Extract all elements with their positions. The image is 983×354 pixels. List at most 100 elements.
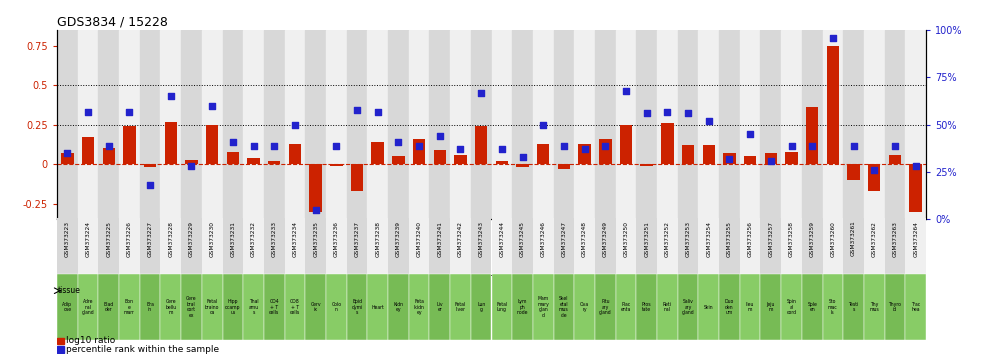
Point (556, 143, 572, 148)
Text: Sto
mac
ls: Sto mac ls (828, 299, 838, 315)
Point (349, 107, 365, 113)
Bar (533, 218, 553, 276)
Bar (102, 148, 115, 164)
Point (722, 156, 737, 162)
Text: Adip
ose: Adip ose (62, 302, 73, 313)
Bar (450, 30, 471, 219)
Bar (471, 30, 492, 219)
Bar (802, 30, 823, 219)
Point (60, 150, 76, 156)
Bar (516, 164, 529, 167)
Bar (698, 218, 720, 276)
Bar (57, 30, 78, 219)
Text: GSM373237: GSM373237 (355, 221, 360, 257)
Bar (330, 164, 342, 166)
Bar (268, 161, 280, 164)
Bar (823, 218, 843, 276)
Bar (243, 274, 263, 340)
Bar (285, 218, 306, 276)
Bar (885, 218, 905, 276)
Bar (388, 30, 409, 219)
Bar (843, 30, 864, 219)
Text: GSM373255: GSM373255 (727, 221, 732, 257)
Text: GSM373231: GSM373231 (230, 221, 235, 257)
Bar (657, 274, 677, 340)
Text: GSM373249: GSM373249 (603, 221, 607, 257)
Bar (140, 218, 160, 276)
Text: GSM373253: GSM373253 (685, 221, 690, 257)
Bar (537, 144, 549, 164)
Text: GSM373225: GSM373225 (106, 221, 111, 257)
Bar (781, 274, 802, 340)
Bar (263, 30, 285, 219)
Bar (202, 30, 222, 219)
Bar (636, 218, 657, 276)
Point (783, 143, 799, 148)
Bar (326, 274, 347, 340)
Bar (409, 30, 430, 219)
Text: GSM373259: GSM373259 (810, 221, 815, 257)
Point (742, 131, 758, 137)
Text: Pitu
ary
gland: Pitu ary gland (599, 299, 611, 315)
Point (225, 139, 241, 145)
Bar (263, 274, 285, 340)
Point (680, 110, 696, 116)
Text: GSM373248: GSM373248 (582, 221, 587, 257)
Text: GSM373250: GSM373250 (623, 221, 628, 257)
Bar (140, 274, 160, 340)
Bar (123, 126, 136, 164)
Bar (78, 274, 98, 340)
Point (328, 143, 344, 148)
Text: GSM373239: GSM373239 (396, 221, 401, 257)
Text: Blad
der: Blad der (103, 302, 114, 313)
Bar (160, 274, 181, 340)
Bar (57, 346, 64, 353)
Point (432, 133, 447, 139)
Bar (703, 145, 715, 164)
Bar (868, 164, 881, 191)
Text: GSM373256: GSM373256 (748, 221, 753, 257)
Bar (368, 218, 388, 276)
Bar (243, 218, 263, 276)
Text: Cerv
ix: Cerv ix (311, 302, 320, 313)
Bar (574, 274, 595, 340)
Bar (222, 218, 243, 276)
Text: GSM373223: GSM373223 (65, 221, 70, 257)
Text: GSM373228: GSM373228 (168, 221, 173, 257)
Text: CD8
+ T
cells: CD8 + T cells (290, 299, 300, 315)
Text: GSM373246: GSM373246 (541, 221, 546, 257)
Bar (160, 218, 181, 276)
Text: Fetal
lung: Fetal lung (496, 302, 507, 313)
Bar (806, 107, 819, 164)
Text: GSM373227: GSM373227 (147, 221, 152, 257)
Bar (475, 126, 488, 164)
Bar (248, 158, 260, 164)
Bar (430, 218, 450, 276)
Text: Adre
nal
gland: Adre nal gland (82, 299, 94, 315)
Point (204, 103, 220, 109)
Bar (557, 164, 570, 169)
Bar (289, 144, 301, 164)
Bar (740, 30, 761, 219)
Text: Lun
g: Lun g (477, 302, 486, 313)
Bar (740, 274, 761, 340)
Bar (905, 218, 926, 276)
Bar (98, 274, 119, 340)
Text: GSM373252: GSM373252 (665, 221, 669, 257)
Bar (533, 274, 553, 340)
Bar (677, 30, 698, 219)
Bar (368, 274, 388, 340)
Text: Reti
nal: Reti nal (663, 302, 671, 313)
Bar (574, 218, 595, 276)
Point (536, 122, 551, 127)
Point (494, 147, 510, 152)
Bar (578, 144, 591, 164)
Text: Jeju
m: Jeju m (767, 302, 775, 313)
Bar (843, 218, 864, 276)
Text: GSM373251: GSM373251 (644, 221, 649, 257)
Bar (98, 30, 119, 219)
Text: GSM373262: GSM373262 (872, 221, 877, 257)
Point (390, 139, 406, 145)
Text: Plac
enta: Plac enta (621, 302, 631, 313)
Bar (222, 274, 243, 340)
